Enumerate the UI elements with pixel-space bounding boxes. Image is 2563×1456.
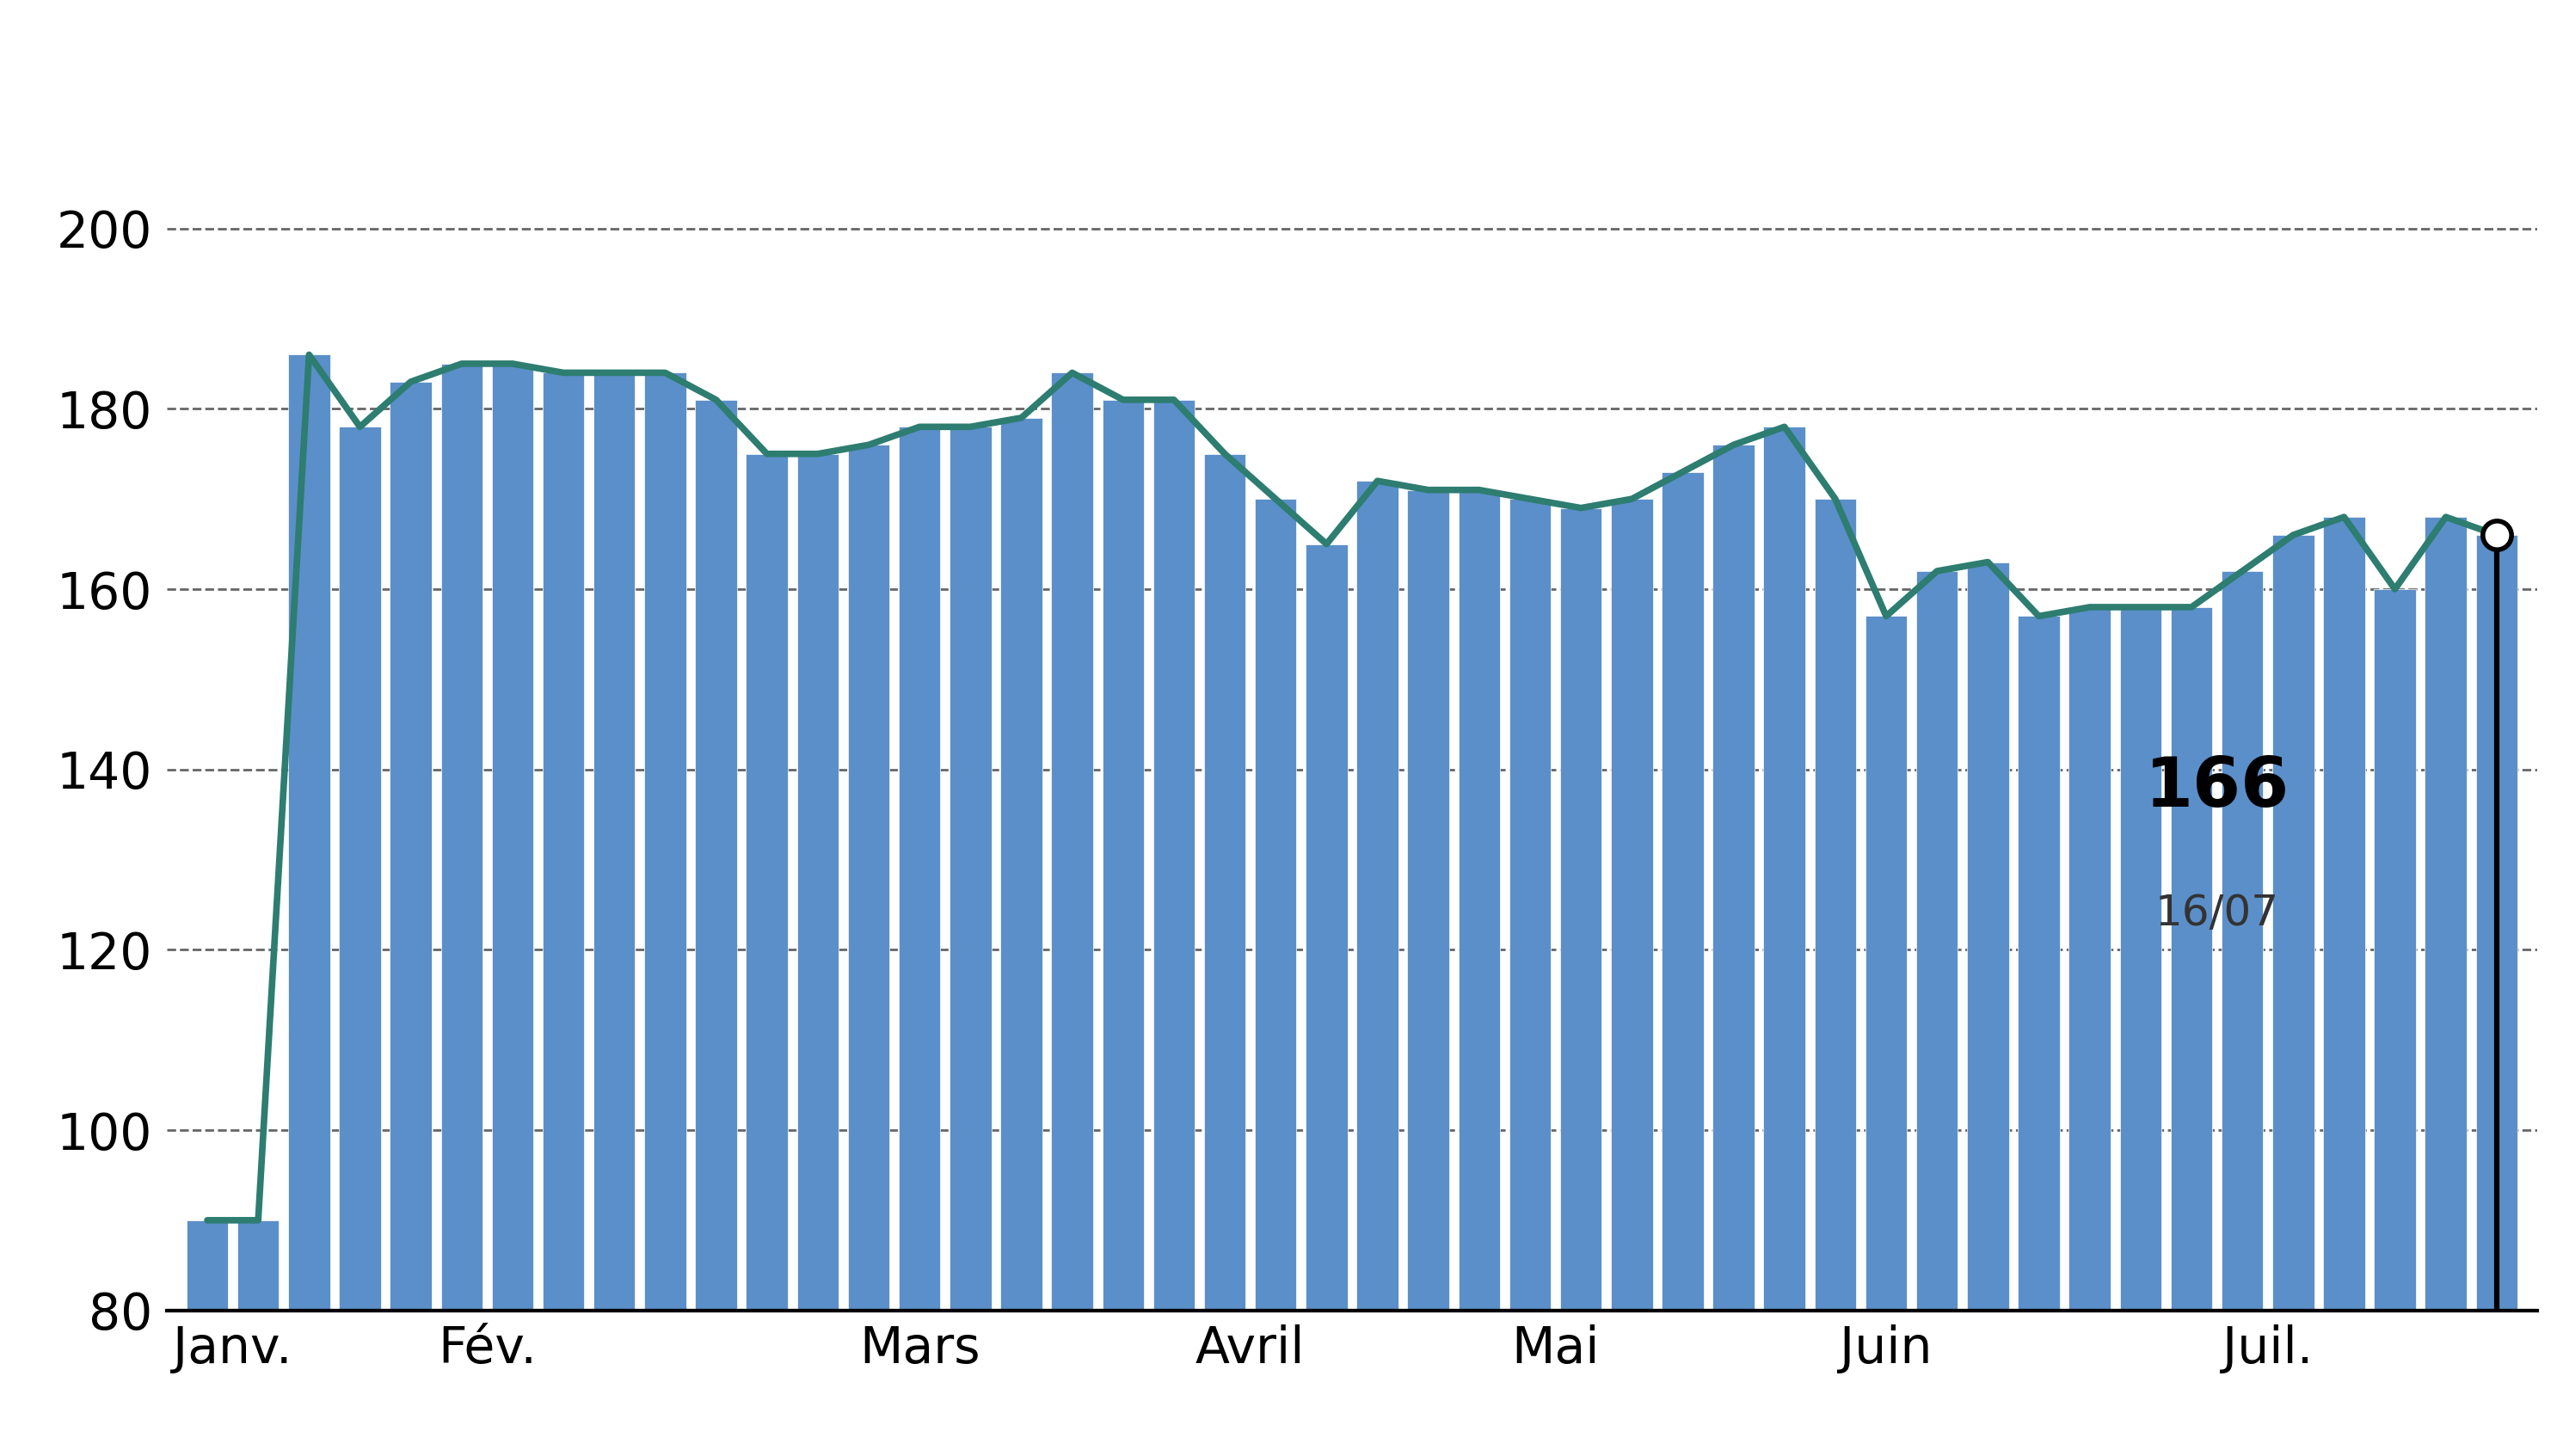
Text: IDSUD: IDSUD — [1089, 3, 1474, 106]
Bar — [2373, 590, 2417, 1310]
Bar — [1712, 446, 1756, 1310]
Bar — [1612, 499, 1653, 1310]
Bar — [2476, 534, 2517, 1310]
Bar — [2017, 616, 2061, 1310]
Bar — [797, 454, 838, 1310]
Bar — [2171, 607, 2212, 1310]
Bar — [595, 373, 636, 1310]
Bar — [338, 427, 382, 1310]
Text: 166: 166 — [2145, 754, 2289, 821]
Bar — [2222, 571, 2263, 1310]
Bar — [746, 454, 787, 1310]
Bar — [1866, 616, 1907, 1310]
Bar — [643, 373, 687, 1310]
Bar — [1510, 499, 1551, 1310]
Bar — [1153, 400, 1194, 1310]
Bar — [1051, 373, 1092, 1310]
Bar — [1917, 571, 1958, 1310]
Bar — [1000, 418, 1043, 1310]
Bar — [1458, 489, 1499, 1310]
Bar — [900, 427, 941, 1310]
Bar — [1815, 499, 1856, 1310]
Bar — [1661, 472, 1704, 1310]
Text: 16/07: 16/07 — [2155, 893, 2279, 935]
Bar — [1256, 499, 1297, 1310]
Bar — [187, 1220, 228, 1310]
Bar — [1966, 562, 2009, 1310]
Bar — [238, 1220, 279, 1310]
Bar — [1407, 489, 1448, 1310]
Bar — [1356, 480, 1399, 1310]
Bar — [492, 364, 533, 1310]
Bar — [1561, 508, 1602, 1310]
Bar — [1205, 454, 1246, 1310]
Bar — [543, 373, 584, 1310]
Bar — [1102, 400, 1143, 1310]
Bar — [1763, 427, 1804, 1310]
Bar — [948, 427, 992, 1310]
Bar — [2425, 517, 2466, 1310]
Bar — [1305, 545, 1348, 1310]
Bar — [2322, 517, 2366, 1310]
Bar — [441, 364, 482, 1310]
Bar — [2273, 534, 2314, 1310]
Bar — [848, 446, 889, 1310]
Bar — [287, 355, 331, 1310]
Bar — [695, 400, 738, 1310]
Bar — [2068, 607, 2109, 1310]
Bar — [390, 381, 431, 1310]
Bar — [2120, 607, 2161, 1310]
